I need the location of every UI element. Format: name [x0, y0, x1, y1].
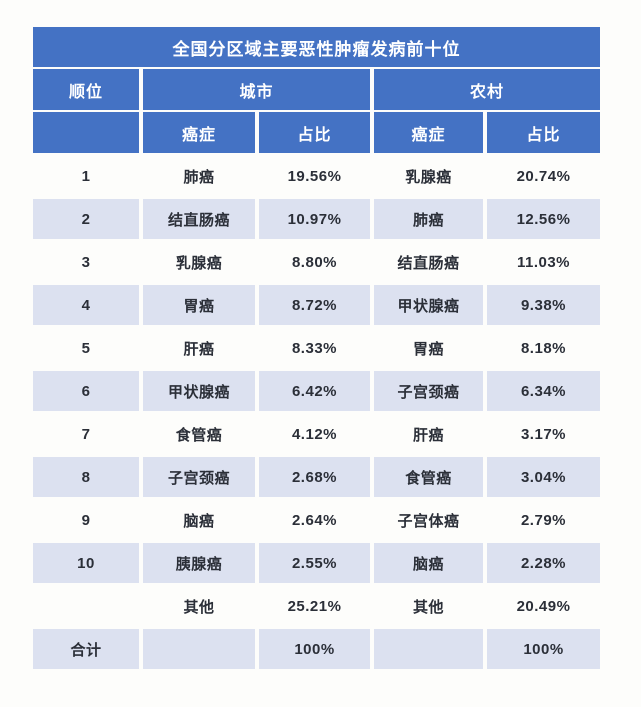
rural-cancer-cell: 食管癌 [374, 457, 483, 497]
city-share-cell: 100% [259, 629, 370, 669]
city-cancer-cell: 肺癌 [183, 168, 215, 186]
city-cancer-cell: 食管癌 [175, 426, 223, 444]
rural-cancer-cell: 其他 [412, 598, 444, 616]
rank-cell [33, 586, 139, 626]
rank-cell: 3 [81, 253, 91, 271]
rural-share-cell: 2.28% [487, 543, 600, 583]
col-header-rural-cancer: 癌症 [374, 112, 483, 153]
rural-cancer-cell: 胃癌 [412, 340, 444, 358]
table-row: 1 肺癌 19.56% 乳腺癌 20.74% [33, 156, 600, 196]
col-header-rank: 顺位 [33, 69, 139, 110]
city-cancer-cell: 胃癌 [143, 285, 255, 325]
rural-cancer-cell: 脑癌 [374, 543, 483, 583]
rank-cell: 7 [81, 425, 91, 443]
rural-cancer-cell: 肝癌 [412, 426, 444, 444]
table-row: 7 食管癌 4.12% 肝癌 3.17% [33, 414, 600, 454]
col-header-city-cancer: 癌症 [143, 112, 255, 153]
city-share-cell: 2.68% [259, 457, 370, 497]
table-row: 其他 25.21% 其他 20.49% [33, 586, 600, 626]
table-row: 3 乳腺癌 8.80% 结直肠癌 11.03% [33, 242, 600, 282]
rank-cell: 2 [33, 199, 139, 239]
city-cancer-cell: 子宫颈癌 [143, 457, 255, 497]
city-share-cell: 10.97% [259, 199, 370, 239]
rural-share-cell: 11.03% [516, 253, 571, 271]
rank-cell: 合计 [33, 629, 139, 669]
col-header-rural: 农村 [374, 69, 600, 110]
header-row-groups: 顺位 城市 农村 [33, 69, 600, 110]
table-body: 1 肺癌 19.56% 乳腺癌 20.74% 2 结直肠癌 10.97% 肺癌 … [33, 156, 600, 669]
rank-cell: 6 [33, 371, 139, 411]
rural-share-cell: 3.17% [520, 425, 567, 443]
rank-cell: 4 [33, 285, 139, 325]
col-header-city: 城市 [143, 69, 370, 110]
header-row-subcolumns: 癌症 占比 癌症 占比 [33, 112, 600, 153]
rural-cancer-cell: 肺癌 [374, 199, 483, 239]
col-header-rural-share: 占比 [487, 112, 600, 153]
city-cancer-cell: 结直肠癌 [143, 199, 255, 239]
rural-cancer-cell [374, 629, 483, 669]
rural-cancer-cell: 甲状腺癌 [374, 285, 483, 325]
table-row: 9 脑癌 2.64% 子宫体癌 2.79% [33, 500, 600, 540]
cancer-incidence-table: 全国分区域主要恶性肿瘤发病前十位 顺位 城市 农村 癌症 占比 癌症 占比 1 … [33, 27, 600, 672]
rural-share-cell: 20.74% [516, 167, 571, 185]
table-row: 10 胰腺癌 2.55% 脑癌 2.28% [33, 543, 600, 583]
city-share-cell: 19.56% [287, 167, 342, 185]
city-cancer-cell: 其他 [183, 598, 215, 616]
city-cancer-cell: 脑癌 [183, 512, 215, 530]
rural-cancer-cell: 结直肠癌 [397, 254, 460, 272]
city-share-cell: 6.42% [259, 371, 370, 411]
city-cancer-cell: 肝癌 [183, 340, 215, 358]
rank-cell: 8 [33, 457, 139, 497]
rural-cancer-cell: 子宫体癌 [397, 512, 460, 530]
rank-cell: 5 [81, 339, 91, 357]
table-row: 8 子宫颈癌 2.68% 食管癌 3.04% [33, 457, 600, 497]
rural-cancer-cell: 子宫颈癌 [374, 371, 483, 411]
rural-share-cell: 12.56% [487, 199, 600, 239]
city-cancer-cell: 乳腺癌 [175, 254, 223, 272]
city-share-cell: 25.21% [287, 597, 342, 615]
city-cancer-cell: 胰腺癌 [143, 543, 255, 583]
city-share-cell: 8.80% [291, 253, 338, 271]
table-row: 4 胃癌 8.72% 甲状腺癌 9.38% [33, 285, 600, 325]
rural-share-cell: 3.04% [487, 457, 600, 497]
col-header-spacer [33, 112, 139, 153]
rural-share-cell: 20.49% [516, 597, 571, 615]
city-share-cell: 8.72% [259, 285, 370, 325]
table-row: 合计 100% 100% [33, 629, 600, 669]
rural-share-cell: 6.34% [487, 371, 600, 411]
rural-share-cell: 100% [487, 629, 600, 669]
city-share-cell: 8.33% [291, 339, 338, 357]
rank-cell: 10 [33, 543, 139, 583]
table-title: 全国分区域主要恶性肿瘤发病前十位 [33, 27, 600, 67]
city-share-cell: 2.55% [259, 543, 370, 583]
table-row: 2 结直肠癌 10.97% 肺癌 12.56% [33, 199, 600, 239]
rural-cancer-cell: 乳腺癌 [405, 168, 452, 186]
rural-share-cell: 9.38% [487, 285, 600, 325]
rural-share-cell: 8.18% [520, 339, 567, 357]
city-cancer-cell: 甲状腺癌 [143, 371, 255, 411]
city-cancer-cell [143, 629, 255, 669]
table-row: 6 甲状腺癌 6.42% 子宫颈癌 6.34% [33, 371, 600, 411]
city-share-cell: 4.12% [291, 425, 338, 443]
table-row: 5 肝癌 8.33% 胃癌 8.18% [33, 328, 600, 368]
city-share-cell: 2.64% [291, 511, 338, 529]
rural-share-cell: 2.79% [520, 511, 567, 529]
col-header-city-share: 占比 [259, 112, 370, 153]
rank-cell: 9 [81, 511, 91, 529]
rank-cell: 1 [81, 167, 91, 185]
